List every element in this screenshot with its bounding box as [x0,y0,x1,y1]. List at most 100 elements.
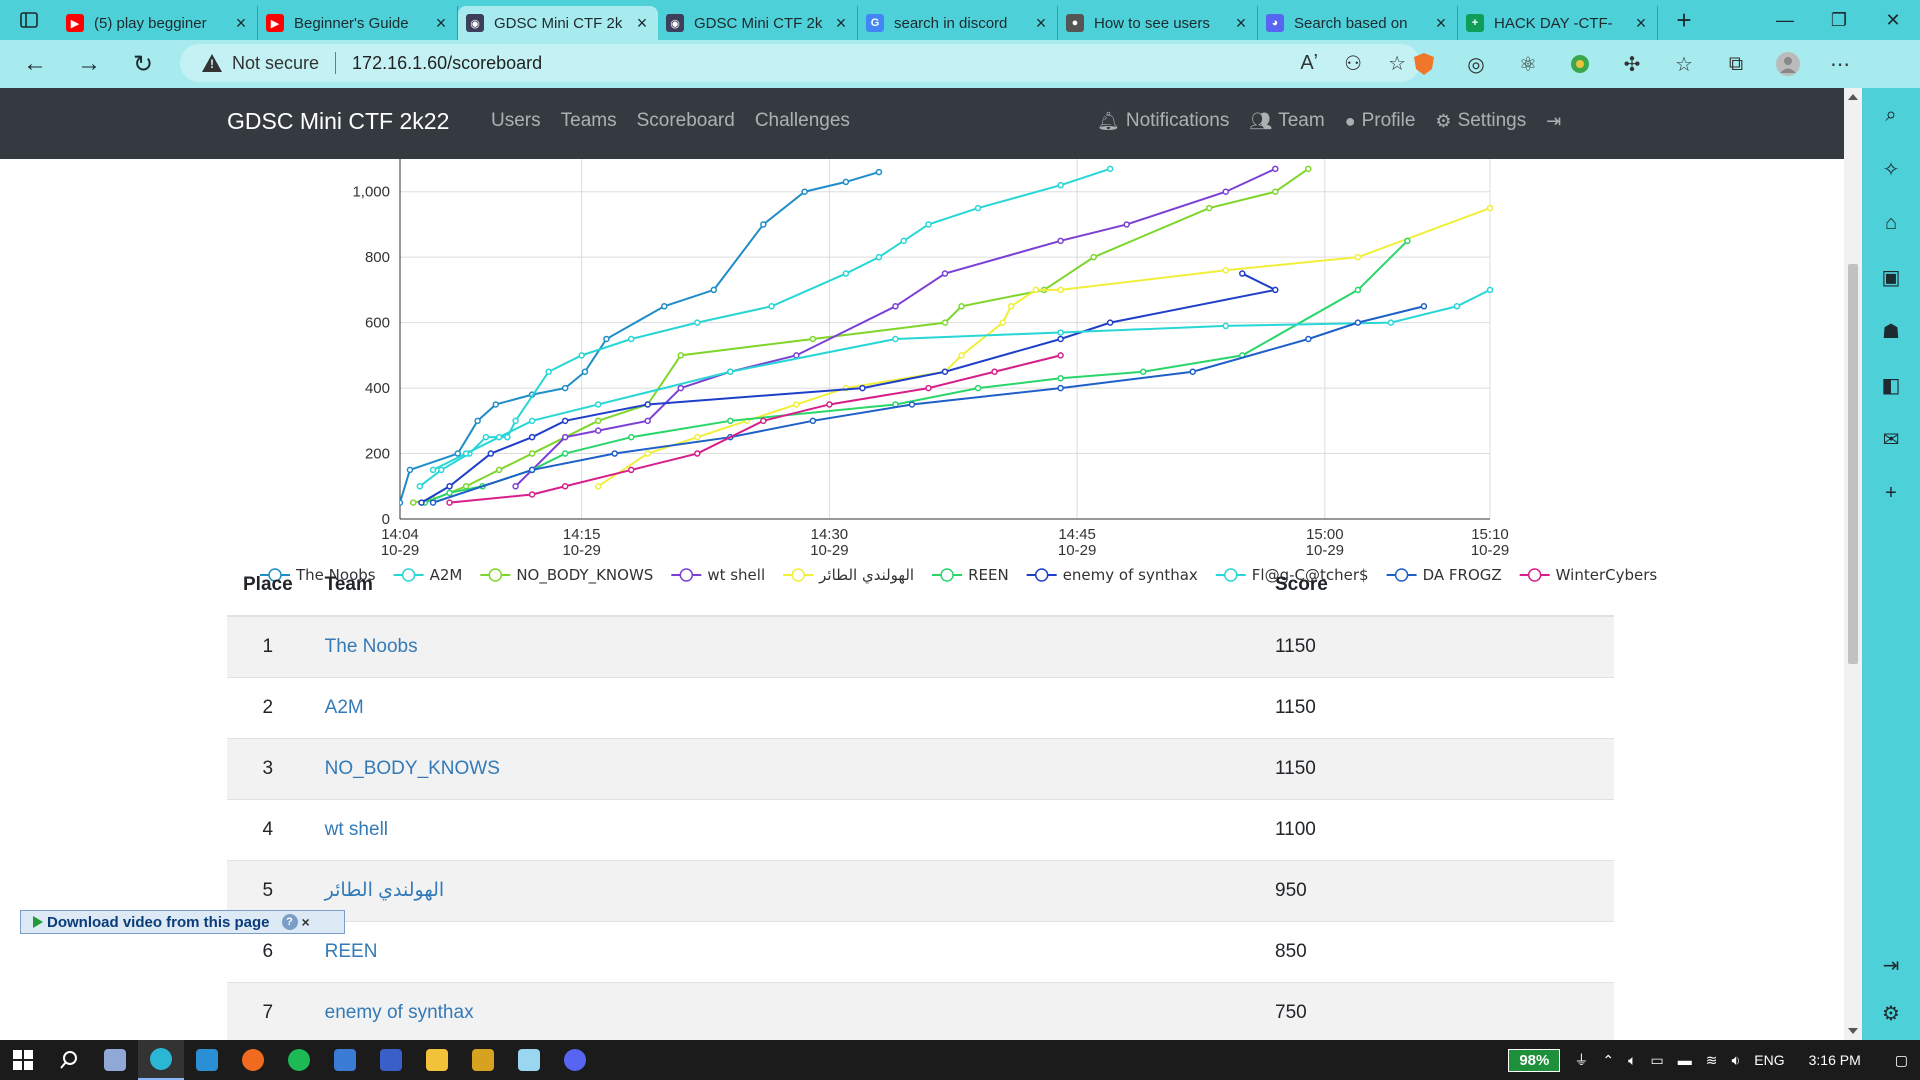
data-point[interactable] [594,401,602,408]
data-point[interactable] [1090,253,1097,261]
add-sidebar-icon[interactable]: + [1885,481,1897,504]
add-favorite-icon[interactable]: ☆ [1388,52,1406,75]
close-tab-icon[interactable]: × [835,12,847,33]
read-aloud-icon[interactable]: Aʼ [1300,51,1319,74]
address-bar[interactable]: Not secure 172.16.1.60/scoreboard Aʼ ⚇ ☆ [180,44,1420,82]
page-scrollbar[interactable] [1844,88,1862,1040]
data-point[interactable] [801,188,808,195]
shopping-tag-icon[interactable]: ⌂ [1884,211,1898,234]
data-point[interactable] [1404,237,1411,245]
app-yellow-icon[interactable] [460,1040,506,1080]
team-link[interactable]: The Noobs [324,635,418,657]
series-line[interactable] [419,167,1111,488]
data-point[interactable] [446,483,453,490]
series-line[interactable] [420,272,1279,504]
data-point[interactable] [446,489,453,497]
download-video-bar[interactable]: Download video from this page ? × [20,910,345,934]
data-point[interactable] [999,319,1007,326]
data-point[interactable] [627,466,635,474]
data-point[interactable] [495,466,503,474]
data-point[interactable] [925,221,932,228]
avatar[interactable] [1774,50,1802,78]
data-point[interactable] [644,401,651,408]
data-point[interactable] [1106,319,1114,326]
series-line[interactable] [514,167,1276,487]
series-line[interactable] [597,207,1491,488]
data-point[interactable] [644,417,651,425]
search-icon[interactable]: ⌕ [1885,103,1897,126]
chevron-up-icon[interactable]: ⌃ [1602,1051,1615,1068]
favorites-icon[interactable]: ☆ [1675,53,1693,76]
browser-tab[interactable]: + HACK DAY -CTF- × [1458,6,1658,40]
close-tab-icon[interactable]: × [435,12,447,33]
team-link[interactable]: NO_BODY_KNOWS [324,757,500,779]
data-point[interactable] [974,384,982,392]
data-point[interactable] [941,368,949,375]
data-point[interactable] [660,303,668,310]
data-point[interactable] [1057,352,1064,359]
nav-challenges[interactable]: Challenges [754,110,850,131]
vscode-icon[interactable] [184,1040,230,1080]
data-point[interactable] [1123,221,1130,228]
help-icon[interactable]: ? [281,914,298,930]
profile-switch-icon[interactable]: ⚇ [1344,52,1363,75]
data-point[interactable] [627,433,635,441]
forward-button[interactable]: → [77,50,101,77]
nav-profile[interactable]: ● Profile [1345,110,1416,132]
logout-button[interactable]: ⇥ [1546,111,1561,132]
data-point[interactable] [487,450,495,457]
spotify-icon[interactable] [276,1040,322,1080]
nav-teams[interactable]: Teams [560,110,617,131]
data-point[interactable] [677,352,685,359]
data-point[interactable] [528,417,536,425]
data-point[interactable] [1272,165,1279,173]
team-link[interactable]: الهولندي الطائر [324,880,445,901]
collections-icon[interactable]: ⧉ [1728,52,1744,75]
data-point[interactable] [760,221,767,228]
data-point[interactable] [941,319,949,326]
data-point[interactable] [1032,286,1040,294]
new-tab-button[interactable]: + [1676,4,1692,35]
reload-button[interactable]: ↻ [132,50,154,78]
data-point[interactable] [875,168,883,176]
data-point[interactable] [603,335,610,343]
data-point[interactable] [1057,286,1064,294]
extension-gray-icon[interactable]: ◎ [1467,53,1485,76]
app-blue-icon[interactable] [322,1040,368,1080]
data-point[interactable] [1007,303,1015,310]
nav-scoreboard[interactable]: Scoreboard [636,110,735,131]
team-link[interactable]: A2M [324,696,364,718]
data-point[interactable] [991,368,998,375]
data-point[interactable] [594,417,602,425]
data-point[interactable] [1305,165,1312,173]
data-point[interactable] [561,483,569,490]
data-point[interactable] [842,270,850,277]
data-point[interactable] [1486,286,1494,294]
nav-settings[interactable]: ⚙ Settings [1435,110,1526,132]
back-button[interactable]: ← [23,50,47,77]
data-point[interactable] [1139,368,1147,375]
data-point[interactable] [528,450,536,457]
scroll-up-arrow[interactable] [1848,94,1858,100]
browser-tab[interactable]: ▶ (5) play begginer × [58,6,258,40]
data-point[interactable] [958,303,965,310]
more-menu-icon[interactable]: ⋯ [1830,53,1850,76]
data-point[interactable] [1354,286,1362,294]
scroll-down-arrow[interactable] [1848,1028,1858,1034]
data-point[interactable] [1239,270,1246,277]
data-point[interactable] [492,401,500,408]
browser-tab[interactable]: ● How to see users × [1058,6,1258,40]
series-line[interactable] [424,240,1409,504]
battery-badge[interactable]: 98% [1508,1048,1561,1072]
data-point[interactable] [1057,375,1064,382]
search-icon[interactable] [46,1040,92,1080]
browser-tab[interactable]: ▶ Beginner's Guide × [258,6,458,40]
data-point[interactable] [611,450,618,457]
browser-tab[interactable]: ◕ Search based on × [1258,6,1458,40]
team-link[interactable]: wt shell [324,818,389,840]
close-tab-icon[interactable]: × [636,12,648,33]
data-point[interactable] [512,483,519,490]
volume-icon[interactable]: 🔉︎ [1731,1051,1741,1068]
language-indicator[interactable]: ENG [1754,1052,1785,1068]
scroll-thumb[interactable] [1848,264,1858,664]
